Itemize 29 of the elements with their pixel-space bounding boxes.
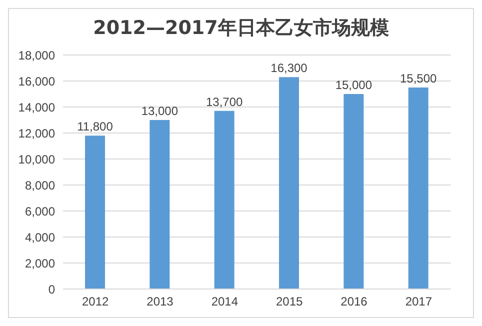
bar: [279, 77, 299, 289]
bar: [408, 88, 428, 289]
bar: [150, 120, 170, 289]
chart-title: 2012—2017年日本乙女市场规模: [92, 16, 390, 41]
y-tick-label: 12,000: [18, 126, 56, 140]
data-label: 13,700: [206, 94, 244, 109]
data-label: 11,800: [77, 120, 114, 134]
x-tick-label: 2012: [82, 294, 110, 309]
y-tick-label: 14,000: [18, 100, 56, 114]
y-tick-label: 8,000: [24, 178, 56, 192]
y-tick-label: 4,000: [24, 230, 56, 244]
x-tick-label: 2016: [340, 294, 368, 309]
data-label: 15,500: [400, 72, 438, 86]
y-tick-label: 0: [48, 282, 56, 296]
x-tick-label: 2014: [211, 294, 238, 309]
y-tick-label: 10,000: [18, 152, 56, 166]
bar: [214, 110, 234, 289]
x-tick-label: 2015: [276, 294, 304, 309]
y-tick-label: 16,000: [18, 74, 56, 88]
data-label: 16,300: [270, 61, 308, 76]
y-tick-label: 18,000: [18, 48, 56, 62]
bar: [344, 94, 364, 289]
x-tick-label: 2017: [405, 294, 432, 309]
x-tick-label: 2013: [146, 294, 174, 309]
data-label: 15,000: [335, 78, 372, 92]
y-tick-label: 6,000: [24, 204, 56, 218]
data-label: 13,000: [141, 104, 178, 118]
y-tick-label: 2,000: [24, 256, 56, 270]
bar: [85, 136, 105, 289]
